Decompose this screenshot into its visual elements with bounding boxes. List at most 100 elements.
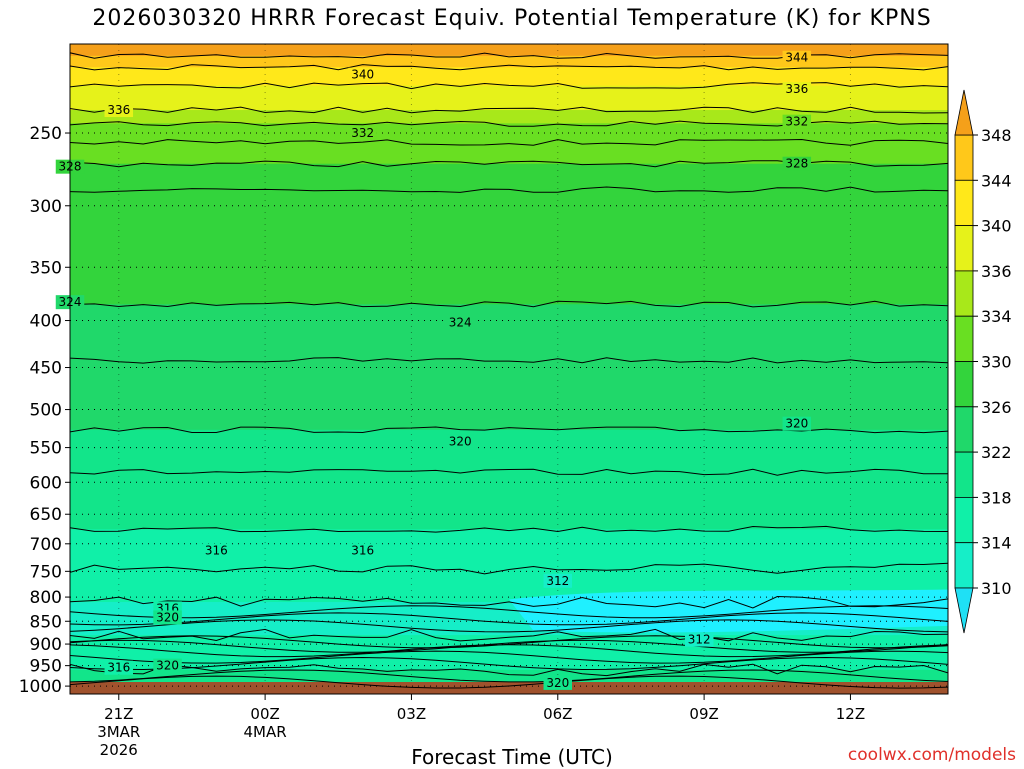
- y-tick-label: 750: [30, 562, 62, 582]
- contour-line: [70, 468, 948, 476]
- contour-label: 312: [543, 573, 573, 588]
- x-tick-label: 09Z: [689, 705, 718, 723]
- contour-line: [70, 300, 948, 308]
- contour-label-bg: [782, 82, 812, 97]
- colorbar: 310 314 318 322 326 330 334 336 340 344 348: [954, 89, 1012, 634]
- theta-e-band: [70, 304, 948, 362]
- contour-label-text: 336: [785, 82, 808, 96]
- contour-label-bg: [153, 658, 182, 673]
- y-tick-label: 850: [30, 612, 62, 632]
- contour-label: 316: [202, 543, 231, 558]
- contour-label: 320: [153, 658, 182, 673]
- y-tick-label: 500: [30, 401, 62, 421]
- contour-label-bg: [782, 156, 812, 171]
- colorbar-label: 336: [981, 262, 1012, 281]
- theta-e-band: [70, 55, 948, 69]
- contour-label-text: 324: [449, 316, 472, 330]
- contour-label: 320: [543, 675, 573, 690]
- contour-label: 316: [104, 660, 134, 675]
- contour-label-bg: [348, 543, 377, 558]
- contour-line: [70, 186, 948, 193]
- y-tick-label: 900: [30, 635, 62, 655]
- contour-label-bg: [348, 67, 377, 82]
- y-tick-label: 650: [30, 505, 62, 525]
- x-axis-title: Forecast Time (UTC): [411, 745, 613, 769]
- contour-line: [70, 525, 948, 533]
- contour-line: [70, 106, 948, 114]
- x-tick-sublabel: 3MAR: [97, 723, 140, 741]
- contour-label-text: 316: [107, 661, 130, 675]
- colorbar-swatch: [954, 406, 974, 453]
- theta-e-band: [70, 529, 948, 570]
- ground-surface: [70, 682, 948, 694]
- colorbar-label: 318: [981, 488, 1012, 507]
- contour-line: [70, 650, 948, 664]
- contour-label: 328: [782, 156, 812, 171]
- colorbar-label: 314: [981, 534, 1012, 553]
- contour-label-text: 328: [785, 157, 808, 171]
- colorbar-swatch: [954, 451, 974, 498]
- contour-label: 336: [104, 103, 134, 118]
- colorbar-swatch: [954, 225, 974, 272]
- x-tick-sublabel: 4MAR: [244, 723, 287, 741]
- contour-label: 340: [348, 67, 377, 82]
- contour-label-text: 320: [546, 676, 569, 690]
- theta-e-band: [70, 429, 948, 474]
- colorbar-label: 340: [981, 217, 1012, 236]
- chart-title: 2026030320 HRRR Forecast Equiv. Potentia…: [92, 6, 932, 31]
- y-tick-label: 1000: [19, 677, 62, 697]
- colorbar-label: 326: [981, 398, 1012, 417]
- contour-label-text: 316: [351, 544, 374, 558]
- x-tick-label: 06Z: [543, 705, 572, 723]
- x-tick-label: 21Z: [104, 705, 133, 723]
- contour-label: 320: [153, 610, 182, 625]
- theta-e-band: [70, 163, 948, 191]
- colorbar-swatch: [954, 134, 974, 181]
- colorbar-label: 344: [981, 171, 1012, 190]
- theta-e-band: [70, 67, 948, 87]
- contour-label-text: 320: [156, 610, 179, 624]
- contour-line: [70, 619, 948, 633]
- contour-line: [70, 656, 948, 671]
- contour-label: 312: [684, 632, 714, 647]
- contour-line: [70, 562, 948, 575]
- contour-line: [70, 669, 948, 683]
- contour-label-bg: [104, 660, 134, 675]
- colorbar-label: 310: [981, 579, 1012, 598]
- colorbar-swatch: [954, 361, 974, 408]
- y-tick-label: 800: [30, 588, 62, 608]
- x-tick-sublabel: 2026: [100, 741, 138, 759]
- contour-label-bg: [782, 114, 812, 129]
- contour-label: 316: [348, 543, 377, 558]
- contour-label-bg: [104, 103, 134, 118]
- colorbar-label: 348: [981, 126, 1012, 145]
- contour-line: [70, 675, 948, 689]
- y-tick-label: 950: [30, 657, 62, 677]
- x-tick-label: 12Z: [836, 705, 865, 723]
- contour-line: [70, 138, 948, 146]
- contour-label-bg: [445, 434, 475, 449]
- contour-line: [70, 639, 948, 653]
- credit-text: coolwx.com/models: [847, 745, 1016, 765]
- contour-line: [70, 605, 948, 619]
- contour-label-bg: [348, 126, 377, 141]
- y-tick-label: 300: [30, 197, 62, 217]
- contour-line: [70, 357, 948, 364]
- theta-e-band: [70, 189, 948, 306]
- x-tick-label: 03Z: [397, 705, 426, 723]
- contour-line: [70, 426, 948, 434]
- contour-label-text: 344: [785, 51, 808, 65]
- colorbar-label: 334: [981, 307, 1012, 326]
- contour-label-bg: [445, 315, 475, 330]
- contour-line: [70, 64, 948, 71]
- contour-label: 320: [782, 416, 812, 431]
- theta-e-band: [70, 360, 948, 431]
- contour-label-text: 320: [785, 417, 808, 431]
- theta-e-band: [70, 85, 948, 112]
- contour-label-text: 316: [205, 544, 228, 558]
- contour-label: 336: [782, 82, 812, 97]
- colorbar-swatch: [954, 542, 974, 589]
